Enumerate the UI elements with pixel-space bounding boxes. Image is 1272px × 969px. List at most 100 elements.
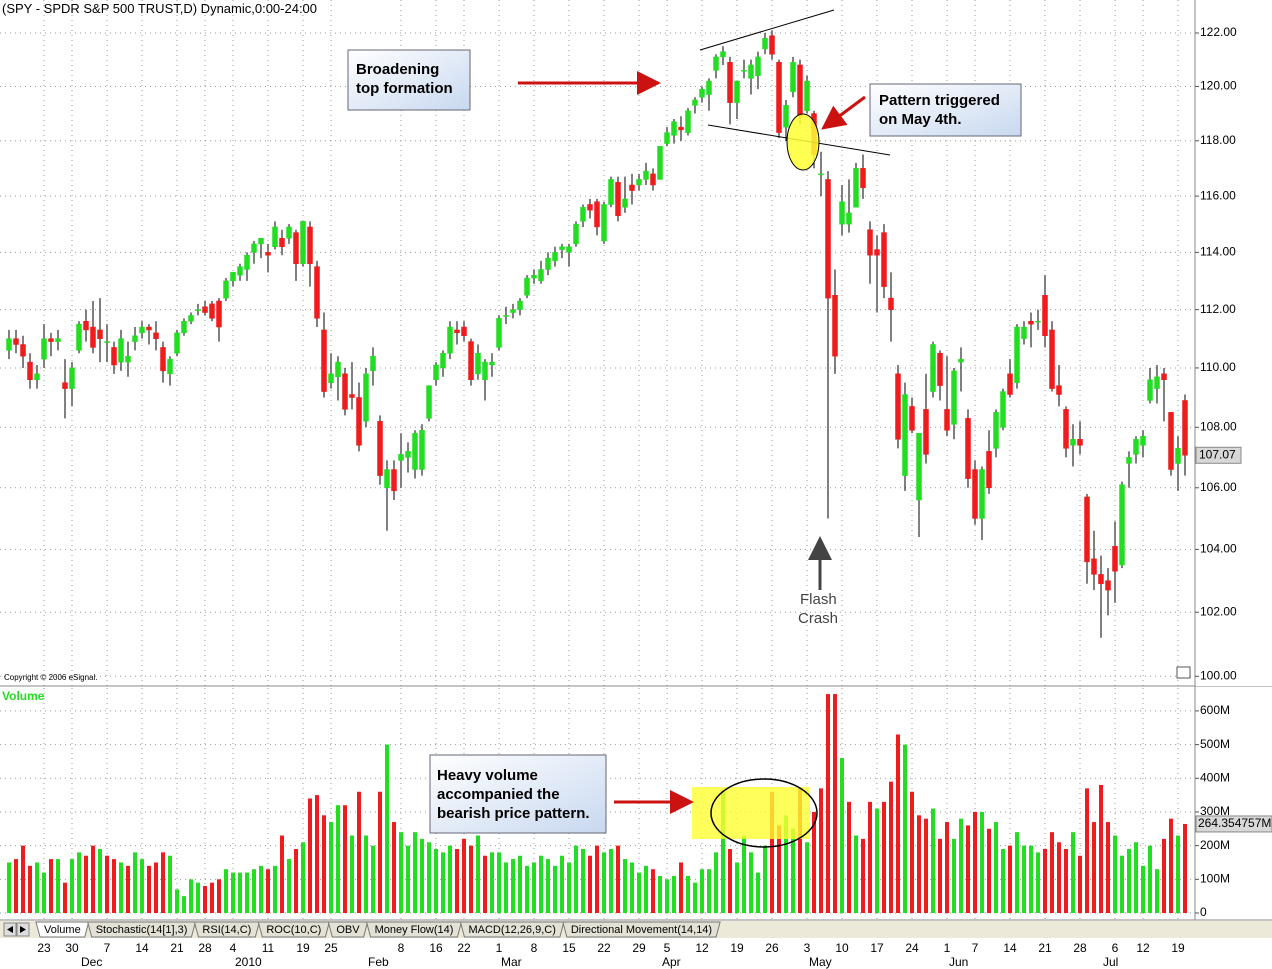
volume-bar	[357, 791, 361, 913]
tab-label[interactable]: ROC(10,C)	[266, 924, 321, 936]
volume-bar	[259, 865, 263, 913]
y-tick-label: 120.00	[1200, 79, 1237, 93]
volume-bar	[140, 859, 144, 913]
x-tick-label: 19	[296, 941, 310, 955]
candle-body	[944, 409, 950, 431]
candle-body	[860, 168, 866, 189]
candle-body	[496, 318, 502, 348]
volume-bar	[910, 791, 914, 913]
x-tick-label: 28	[198, 941, 212, 955]
candle-body	[720, 51, 726, 58]
tab[interactable]	[193, 921, 260, 938]
volume-bar	[854, 835, 858, 913]
volume-bar	[959, 818, 963, 913]
candle-body	[125, 355, 131, 363]
volume-bar	[700, 869, 704, 913]
tab-label[interactable]: Stochastic(14[1],3)	[96, 924, 188, 936]
pane-icon[interactable]	[1176, 666, 1191, 679]
candle-body	[426, 385, 432, 419]
tab-label[interactable]: Directional Movement(14,14)	[571, 924, 712, 936]
volume-bar	[966, 825, 970, 913]
y-tick-label: 108.00	[1200, 419, 1237, 433]
candle-body	[216, 300, 222, 328]
volume-bar	[98, 849, 102, 913]
tab-label[interactable]: MACD(12,26,9,C)	[468, 924, 555, 936]
tab[interactable]	[327, 921, 369, 938]
volume-bar	[840, 758, 844, 913]
volume-bar	[1113, 835, 1117, 913]
volume-bar	[490, 852, 494, 913]
candle-body	[174, 332, 180, 354]
candle-body	[482, 361, 488, 380]
candle-body	[818, 173, 824, 176]
x-tick-label: 24	[905, 941, 919, 955]
annotation-text: accompanied the	[437, 786, 560, 803]
tab[interactable]	[562, 921, 721, 938]
volume-bar	[336, 805, 340, 913]
candle-body	[993, 412, 999, 449]
candle-body	[1098, 574, 1104, 585]
volume-bar	[770, 791, 774, 913]
tab[interactable]	[87, 921, 197, 938]
volume-bar	[679, 862, 683, 913]
y-tick-label: 600M	[1200, 703, 1230, 717]
candle-body	[1007, 373, 1013, 395]
candle-body	[6, 338, 12, 351]
scroll-arrows	[7, 926, 26, 933]
candle-body	[118, 338, 124, 363]
x-tick-label: 11	[262, 941, 275, 955]
tab-label[interactable]: Volume	[44, 924, 81, 936]
candle-body	[398, 454, 404, 461]
candle-body	[1105, 580, 1111, 591]
annotation-text: Pattern triggered	[879, 92, 1000, 109]
x-tick-label: 7	[104, 941, 111, 955]
tab[interactable]	[365, 921, 463, 938]
volume-bar	[1085, 788, 1089, 913]
candle-body	[965, 418, 971, 479]
x-month-label: Apr	[662, 955, 681, 969]
volume-bar	[35, 862, 39, 913]
volume-bar	[889, 781, 893, 913]
tab[interactable]	[459, 921, 565, 938]
candle-body	[867, 229, 873, 256]
volume-bar	[707, 869, 711, 913]
x-tick-label: 28	[1073, 941, 1087, 955]
candle-body	[538, 269, 544, 282]
x-tick-label: 6	[1112, 941, 1119, 955]
candle-body	[888, 297, 894, 310]
candle-body	[1161, 373, 1167, 380]
y-tick-label: 114.00	[1200, 245, 1236, 259]
candle-body	[1147, 379, 1153, 401]
candle-body	[1133, 439, 1139, 455]
volume-bar	[812, 811, 816, 913]
candle-body	[370, 355, 376, 372]
candle-body	[790, 62, 796, 93]
volume-bar	[287, 859, 291, 913]
candle-body	[629, 184, 635, 191]
tab-label[interactable]: Money Flow(14)	[375, 924, 454, 936]
tab-label[interactable]: RSI(14,C)	[202, 924, 251, 936]
tab-label[interactable]: OBV	[336, 924, 360, 936]
x-tick-label: 12	[1136, 941, 1150, 955]
arrow	[821, 95, 866, 130]
volume-bar	[602, 852, 606, 913]
candle-body	[643, 170, 649, 180]
x-tick-label: 30	[65, 941, 79, 955]
x-tick-label: 15	[562, 941, 576, 955]
candle-body	[573, 223, 579, 245]
candle-body	[1021, 326, 1027, 339]
volume-bar	[791, 828, 795, 913]
annotation-text: bearish price pattern.	[437, 805, 590, 822]
volume-bar	[399, 832, 403, 913]
tab[interactable]	[257, 921, 330, 938]
candle-body	[951, 370, 957, 425]
tab[interactable]	[35, 921, 90, 938]
volume-bar	[77, 852, 81, 913]
volume-bar	[875, 808, 879, 913]
volume-bar	[364, 835, 368, 913]
candle-body	[258, 237, 264, 245]
candle-body	[251, 243, 257, 253]
volume-bar	[973, 811, 977, 913]
candle-body	[510, 309, 516, 313]
candle-body	[83, 320, 89, 331]
